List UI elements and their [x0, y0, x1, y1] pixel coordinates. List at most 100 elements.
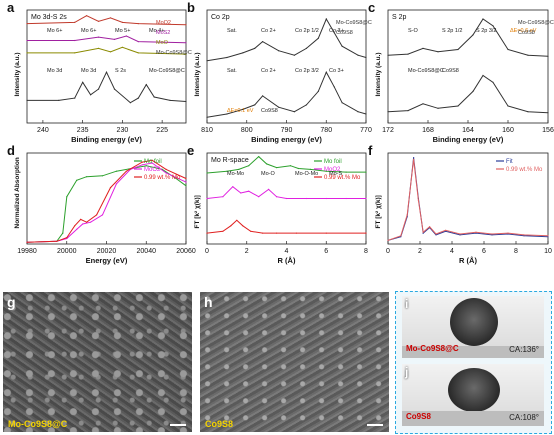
x-tick-label: 168 [422, 127, 434, 134]
data-point [206, 116, 208, 118]
series-line [206, 17, 367, 62]
data-point [289, 165, 292, 167]
data-point [325, 170, 327, 172]
data-point [82, 81, 84, 83]
data-point [276, 167, 278, 169]
data-point [258, 196, 260, 198]
data-point [109, 51, 112, 53]
data-point [333, 86, 335, 88]
x-tick-label: 160 [502, 127, 514, 134]
data-point [232, 186, 234, 188]
data-point [547, 236, 549, 238]
data-point [262, 95, 264, 97]
x-tick-label: 164 [462, 127, 474, 134]
data-point [121, 46, 123, 48]
data-point [547, 55, 549, 57]
x-tick-label: 20020 [97, 248, 117, 255]
legend-entry: 0.99 wt.% Mo [144, 175, 181, 181]
chart-title: Mo R-space [211, 157, 249, 164]
data-point [357, 111, 359, 113]
x-tick-label: 8 [364, 248, 368, 255]
legend-entry: 0.99 wt.% Mo [506, 167, 543, 173]
contact-angle-i-value: CA:136° [509, 345, 539, 354]
data-point [278, 50, 280, 52]
series-line [206, 186, 366, 199]
data-point [507, 105, 509, 107]
data-point [145, 84, 147, 86]
micrograph-g-label: Mo-Co9S8@C [8, 419, 68, 429]
data-point [206, 197, 208, 200]
data-point [413, 157, 415, 159]
data-point [185, 24, 187, 26]
annotation-label: Co9S8 [261, 108, 278, 114]
data-point [137, 52, 139, 54]
annotation-label: Co 2+ [261, 68, 276, 74]
data-point [278, 106, 280, 108]
data-point [472, 34, 474, 36]
data-point [153, 96, 155, 98]
data-point [137, 97, 139, 99]
data-point [457, 48, 459, 51]
annotation-label: Mo-O-Mo [295, 171, 318, 177]
contact-angle-j-value: CA:108° [509, 413, 539, 422]
annotation-label: Sat. [227, 68, 237, 74]
data-point [222, 230, 224, 232]
data-point [97, 20, 100, 22]
data-point [101, 214, 104, 216]
data-point [365, 56, 367, 59]
data-point [137, 41, 139, 43]
annotation-label: Mo 3d [47, 68, 62, 74]
data-point [523, 235, 525, 237]
substrate [402, 411, 544, 426]
data-point [113, 38, 116, 41]
x-axis-label: Binding energy (eV) [251, 135, 322, 144]
annotation-label: Mo-Mo [227, 171, 244, 177]
data-point [459, 234, 461, 236]
annotation-label: Co 3+ [329, 68, 344, 74]
x-tick-label: 0 [386, 248, 390, 255]
annotation-label: Mo 3d [81, 68, 96, 74]
data-point [86, 176, 88, 178]
panel-letter-f: f [368, 143, 373, 158]
annotation-label: Mo-S [329, 171, 342, 177]
annotation-label: Co 2p 3/2 [295, 68, 319, 74]
data-point [248, 190, 250, 192]
data-point [523, 234, 525, 236]
data-point [242, 52, 244, 54]
series-name-label: Mo-Co9S8@C [156, 50, 192, 56]
data-point [445, 230, 447, 232]
data-point [258, 156, 260, 158]
data-point [547, 235, 549, 237]
data-point [435, 233, 437, 235]
legend-entry: Mo foil [144, 159, 162, 165]
chart-title: Co 2p [211, 14, 230, 21]
annotation-label: Mo-Co9S8@C [149, 68, 185, 74]
data-point [185, 181, 187, 183]
panel-letter-h: h [204, 294, 213, 310]
y-axis-label: Intensity (a.u.) [14, 52, 21, 96]
data-point [365, 113, 367, 115]
annotation-label: S 2p 1/2 [442, 28, 463, 34]
data-point [109, 187, 112, 189]
x-axis-label: Energy (eV) [86, 256, 128, 265]
data-point [206, 172, 208, 174]
series-line [27, 71, 187, 104]
data-point [129, 102, 131, 104]
data-point [547, 112, 549, 114]
series-name-label: Co9S8 [336, 30, 353, 36]
data-point [293, 54, 295, 56]
data-point [325, 197, 327, 200]
data-point [115, 170, 117, 172]
data-point [345, 171, 347, 173]
data-point [482, 18, 484, 20]
data-point [185, 53, 187, 55]
data-point [422, 231, 424, 233]
legend-entry: Fit [506, 159, 513, 165]
series-line [206, 219, 366, 234]
data-point [482, 74, 484, 77]
x-tick-label: 4 [285, 248, 289, 255]
data-point [333, 31, 335, 34]
data-point [165, 172, 167, 174]
x-tick-label: 6 [324, 248, 328, 255]
